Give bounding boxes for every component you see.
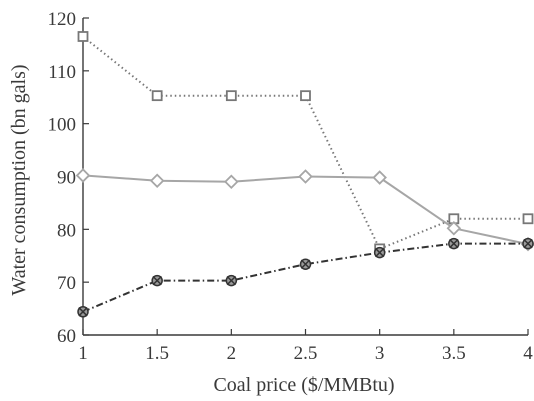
data-point-diamond — [149, 173, 165, 188]
data-point-diamond — [75, 168, 91, 183]
data-point-square — [522, 213, 534, 225]
data-point-diamond — [446, 221, 462, 236]
x-axis-label: Coal price ($/MMBtu) — [213, 374, 394, 396]
series-1 — [77, 31, 534, 255]
x-tick-label: 1 — [78, 343, 88, 364]
data-point-circle-x — [522, 237, 534, 250]
data-point-circle-x — [448, 237, 460, 250]
y-tick-label: 90 — [57, 168, 76, 189]
data-point-square — [77, 31, 89, 42]
x-tick-label: 3.5 — [442, 343, 466, 364]
y-tick-label: 120 — [48, 9, 77, 30]
x-tick-label: 4 — [523, 343, 533, 364]
series-3 — [77, 237, 534, 318]
data-point-circle-x — [151, 274, 163, 287]
series-line — [82, 35, 528, 250]
data-point-square — [300, 90, 311, 102]
x-tick-label: 3 — [375, 343, 385, 364]
x-tick-label: 2.5 — [294, 343, 318, 364]
x-tick-label: 2 — [227, 343, 237, 364]
data-point-circle-x — [299, 258, 312, 270]
data-point-diamond — [372, 170, 387, 185]
y-tick-label: 70 — [57, 273, 76, 294]
data-point-circle-x — [373, 246, 386, 259]
x-tick-label: 1.5 — [145, 343, 169, 364]
y-axis-ticks: 60 70 80 90 100 110 120 — [48, 9, 89, 347]
series-line — [82, 174, 529, 246]
data-point-square — [151, 90, 163, 102]
y-tick-label: 100 — [48, 115, 77, 136]
series-line — [82, 242, 528, 313]
x-axis-ticks: 1 1.5 2 2.5 3 3.5 4 — [78, 329, 533, 364]
y-tick-label: 60 — [57, 326, 76, 347]
plot-series — [75, 31, 534, 318]
data-point-circle-x — [225, 274, 238, 287]
y-axis-label: Water consumption (bn gals) — [8, 64, 30, 295]
data-point-square — [225, 90, 237, 102]
data-point-diamond — [298, 169, 313, 184]
y-tick-label: 80 — [57, 220, 76, 241]
y-tick-label: 110 — [48, 62, 76, 83]
data-point-circle-x — [77, 306, 89, 318]
series-2 — [75, 168, 534, 252]
data-point-diamond — [224, 174, 239, 190]
